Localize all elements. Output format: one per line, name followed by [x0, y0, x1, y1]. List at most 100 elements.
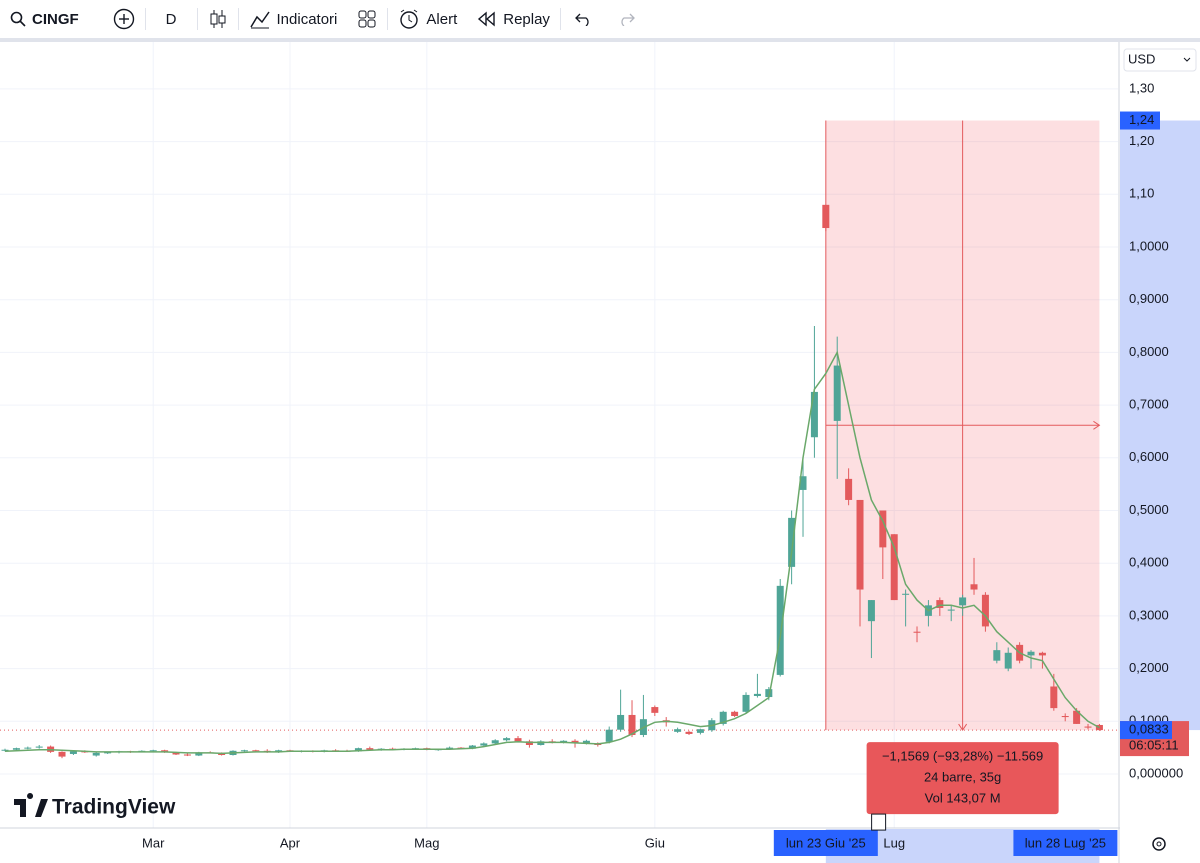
- redo-button[interactable]: [607, 0, 645, 38]
- candle-body: [35, 746, 43, 748]
- layouts-button[interactable]: [347, 0, 387, 38]
- alert-label: Alert: [426, 10, 458, 28]
- measure-tooltip-text: Vol 143,07 M: [925, 791, 1001, 806]
- candle-body: [936, 600, 944, 608]
- y-tick-label: 0,9000: [1129, 291, 1169, 306]
- replay-button[interactable]: Replay: [467, 0, 560, 38]
- candle-body: [92, 752, 100, 756]
- interval-button[interactable]: D: [146, 0, 197, 38]
- settings-gear[interactable]: [1152, 837, 1166, 851]
- candle-body: [571, 740, 579, 744]
- candle-body: [1027, 651, 1035, 656]
- replay-label: Replay: [503, 10, 550, 28]
- moving-average: [4, 350, 1100, 755]
- toolbar-border: [0, 38, 1200, 42]
- indicators-button[interactable]: Indicatori: [239, 0, 348, 38]
- candle-body: [753, 693, 761, 696]
- separator: [196, 8, 198, 30]
- compare-button[interactable]: [89, 0, 145, 38]
- candle-body: [867, 600, 875, 622]
- plus-icon: [113, 8, 134, 30]
- currency-select[interactable]: [1123, 48, 1197, 72]
- candle-body: [240, 750, 248, 752]
- candle-body: [696, 729, 704, 733]
- candle-body: [480, 743, 488, 746]
- separator: [387, 8, 389, 30]
- candle-body: [491, 740, 499, 744]
- candle-body: [719, 711, 727, 724]
- y-tick-label: 0,3000: [1129, 607, 1169, 622]
- candle-body: [1004, 652, 1012, 669]
- candle-body: [890, 534, 898, 601]
- candle-body: [810, 391, 818, 438]
- separator: [144, 8, 146, 30]
- candle-body: [354, 748, 362, 752]
- candle-body: [822, 204, 830, 229]
- candle-body: [742, 694, 750, 712]
- candle-body: [674, 729, 682, 732]
- separator: [237, 8, 239, 30]
- interval: D: [165, 10, 177, 28]
- symbol: CINGF: [32, 10, 79, 28]
- candle-body: [959, 597, 967, 606]
- measure-handle: [871, 813, 887, 831]
- alert-icon: [400, 9, 419, 29]
- candle-body: [685, 731, 693, 734]
- measure-tooltip-text: −1,1569 (−93,28%) −11.569: [882, 749, 1043, 764]
- redo-icon: [621, 13, 635, 26]
- candle-body: [1050, 686, 1058, 709]
- candle-body: [149, 750, 157, 752]
- measure-arrow-head: [958, 723, 968, 731]
- candle-body: [58, 751, 66, 757]
- y-tick-label: 0,5000: [1129, 502, 1169, 517]
- candle-body: [1073, 710, 1081, 724]
- candle-body: [1038, 652, 1046, 656]
- y-tick-label: 0,2000: [1129, 660, 1169, 675]
- candle-body: [913, 631, 921, 633]
- candle-body: [503, 738, 511, 741]
- measure-high-label: 1,24: [1129, 112, 1154, 127]
- candle-body: [605, 729, 613, 742]
- plot-area: [0, 42, 1118, 828]
- alert-button[interactable]: Alert: [388, 0, 467, 38]
- grid-icon: [358, 10, 376, 28]
- candle-body: [628, 714, 636, 735]
- x-tick-label: Mag: [414, 835, 439, 850]
- toolbar: CINGF D Indicatori Alert Replay: [0, 0, 1200, 38]
- candle-body: [788, 517, 796, 567]
- candle-body: [446, 747, 454, 750]
- undo-button[interactable]: [561, 0, 607, 38]
- y-tick-label: 1,10: [1129, 186, 1154, 201]
- start-date-bg: [773, 830, 878, 856]
- candle-body: [69, 751, 77, 754]
- end-date-label: lun 28 Lug '25: [1025, 835, 1106, 850]
- candle-body: [12, 748, 20, 750]
- candle-body: [651, 707, 659, 713]
- start-date-label: lun 23 Giu '25: [786, 835, 866, 850]
- candle-body: [902, 593, 910, 595]
- candle-body: [1061, 716, 1069, 718]
- measure-arrow-head: [1093, 420, 1101, 430]
- symbol-search[interactable]: CINGF: [0, 0, 89, 38]
- brand-name: TradingView: [52, 796, 176, 819]
- currency-label: USD: [1128, 51, 1155, 66]
- y-tick-label: 0,6000: [1129, 449, 1169, 464]
- candle-body: [560, 740, 568, 743]
- y-tick-label: 0,8000: [1129, 344, 1169, 359]
- candle-body: [1, 749, 9, 751]
- candles-icon: [210, 10, 226, 28]
- currency-caret: [1183, 57, 1191, 62]
- y-tick-label: 1,0000: [1129, 238, 1169, 253]
- chart-type-button[interactable]: [198, 0, 238, 38]
- candle-body: [514, 738, 522, 742]
- candle-body: [879, 510, 887, 548]
- y-tick-label: 0,4000: [1129, 555, 1169, 570]
- candle-body: [172, 752, 180, 755]
- brand-logo: [14, 793, 48, 817]
- measure-high-label-bg: [1120, 111, 1160, 130]
- candle-body: [765, 689, 773, 698]
- y-tick-label: 0,000000: [1129, 765, 1183, 780]
- candle-body: [183, 754, 191, 756]
- x-tick-label: Lug: [883, 835, 905, 850]
- candle-body: [252, 750, 260, 752]
